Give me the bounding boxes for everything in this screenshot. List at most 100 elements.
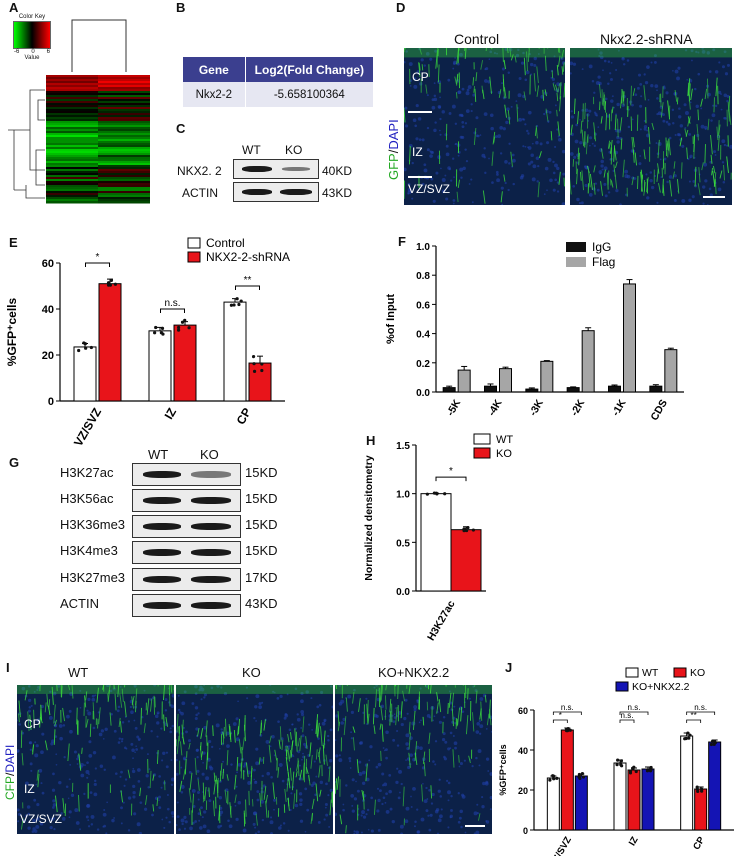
gfp-fiber xyxy=(109,712,112,726)
dapi-nucleus xyxy=(405,733,410,738)
dapi-nucleus xyxy=(622,57,624,59)
dapi-nucleus xyxy=(120,770,123,774)
blot-c-row-actin: ACTIN xyxy=(182,186,218,200)
bar xyxy=(223,301,247,402)
heatmap-cells xyxy=(46,75,150,204)
dapi-nucleus xyxy=(671,108,675,112)
gfp-fiber xyxy=(319,789,322,797)
dapi-nucleus xyxy=(433,128,437,133)
heatmap-cell xyxy=(98,175,150,178)
dapi-nucleus xyxy=(464,122,468,125)
dapi-nucleus xyxy=(86,776,89,779)
significance-bracket xyxy=(686,711,716,715)
bar xyxy=(450,529,482,592)
dapi-nucleus xyxy=(457,90,462,95)
gfp-fiber xyxy=(536,66,539,84)
gfp-fiber xyxy=(408,721,411,735)
dapi-nucleus xyxy=(210,686,214,690)
data-point xyxy=(251,355,256,359)
gfp-fiber xyxy=(337,711,340,726)
heatmap-cell xyxy=(98,179,150,182)
dapi-nucleus xyxy=(407,192,410,195)
heatmap-cell xyxy=(46,191,98,194)
dapi-nucleus xyxy=(471,764,474,768)
gfp-fiber xyxy=(700,98,703,107)
dapi-nucleus xyxy=(170,783,174,787)
dapi-nucleus xyxy=(603,166,608,171)
dapi-nucleus xyxy=(718,61,721,64)
dapi-nucleus xyxy=(721,161,725,164)
dapi-nucleus xyxy=(146,753,149,756)
dapi-nucleus xyxy=(335,714,339,718)
significance-label: n.s. xyxy=(164,298,180,309)
dapi-nucleus xyxy=(681,144,685,148)
dapi-nucleus xyxy=(554,163,558,168)
data-point xyxy=(154,325,158,330)
dapi-nucleus xyxy=(297,750,301,754)
dapi-nucleus xyxy=(49,690,52,694)
dapi-nucleus xyxy=(350,737,354,740)
dapi-nucleus xyxy=(224,788,229,792)
panel-b-label: B xyxy=(176,0,186,15)
dapi-nucleus xyxy=(437,818,442,823)
dapi-nucleus xyxy=(177,708,181,712)
dapi-nucleus xyxy=(679,124,684,128)
dapi-nucleus xyxy=(475,830,480,834)
significance-label: ** xyxy=(244,275,252,286)
dapi-nucleus xyxy=(533,56,537,61)
blot-g-strip xyxy=(132,489,241,512)
dapi-nucleus xyxy=(60,812,63,815)
dapi-nucleus xyxy=(530,160,534,164)
dapi-nucleus xyxy=(708,187,712,191)
data-point xyxy=(471,528,475,532)
gfp-fiber xyxy=(605,112,608,131)
y-tick-label: 0.5 xyxy=(396,538,410,549)
dapi-nucleus xyxy=(422,782,424,785)
dapi-nucleus xyxy=(627,125,631,129)
dapi-nucleus xyxy=(425,809,429,813)
dapi-nucleus xyxy=(609,72,612,75)
data-point xyxy=(619,763,623,767)
heatmap-cell xyxy=(46,103,98,106)
gfp-fiber xyxy=(293,793,296,809)
dapi-nucleus xyxy=(17,808,20,812)
dapi-nucleus xyxy=(485,757,490,761)
dapi-nucleus xyxy=(481,805,485,809)
dapi-nucleus xyxy=(125,747,128,750)
gfp-fiber xyxy=(610,109,613,122)
gfp-fiber xyxy=(335,778,338,794)
dapi-nucleus xyxy=(170,759,173,761)
dapi-nucleus xyxy=(156,735,159,738)
dapi-nucleus xyxy=(245,686,248,689)
heatmap-cell xyxy=(98,161,150,164)
gfp-fiber xyxy=(556,64,559,76)
dapi-nucleus xyxy=(143,689,146,692)
dapi-nucleus xyxy=(460,825,463,829)
dapi-nucleus xyxy=(450,794,453,798)
dapi-nucleus xyxy=(717,187,722,192)
d-boundary-1 xyxy=(408,111,432,113)
gfp-fiber xyxy=(308,775,311,786)
dapi-nucleus xyxy=(303,742,307,746)
dapi-nucleus xyxy=(684,49,688,52)
heatmap-cell xyxy=(46,151,98,154)
gfp-fiber xyxy=(542,89,545,101)
dapi-nucleus xyxy=(595,114,598,117)
i-title-rescue: KO+NKX2.2 xyxy=(378,665,450,680)
gfp-fiber xyxy=(455,92,458,99)
dapi-nucleus xyxy=(185,730,188,734)
dapi-nucleus xyxy=(726,94,730,98)
dapi-nucleus xyxy=(176,772,179,776)
gfp-fiber xyxy=(510,54,514,61)
gfp-fiber xyxy=(180,741,183,756)
dapi-nucleus xyxy=(631,103,634,107)
dapi-nucleus xyxy=(544,166,549,171)
dapi-nucleus xyxy=(166,807,170,811)
dapi-nucleus xyxy=(292,755,295,758)
x-tick-label: CP xyxy=(691,834,707,852)
dapi-nucleus xyxy=(304,830,307,833)
gfp-fiber xyxy=(556,92,559,102)
dapi-nucleus xyxy=(689,156,692,159)
dapi-nucleus xyxy=(432,719,435,722)
